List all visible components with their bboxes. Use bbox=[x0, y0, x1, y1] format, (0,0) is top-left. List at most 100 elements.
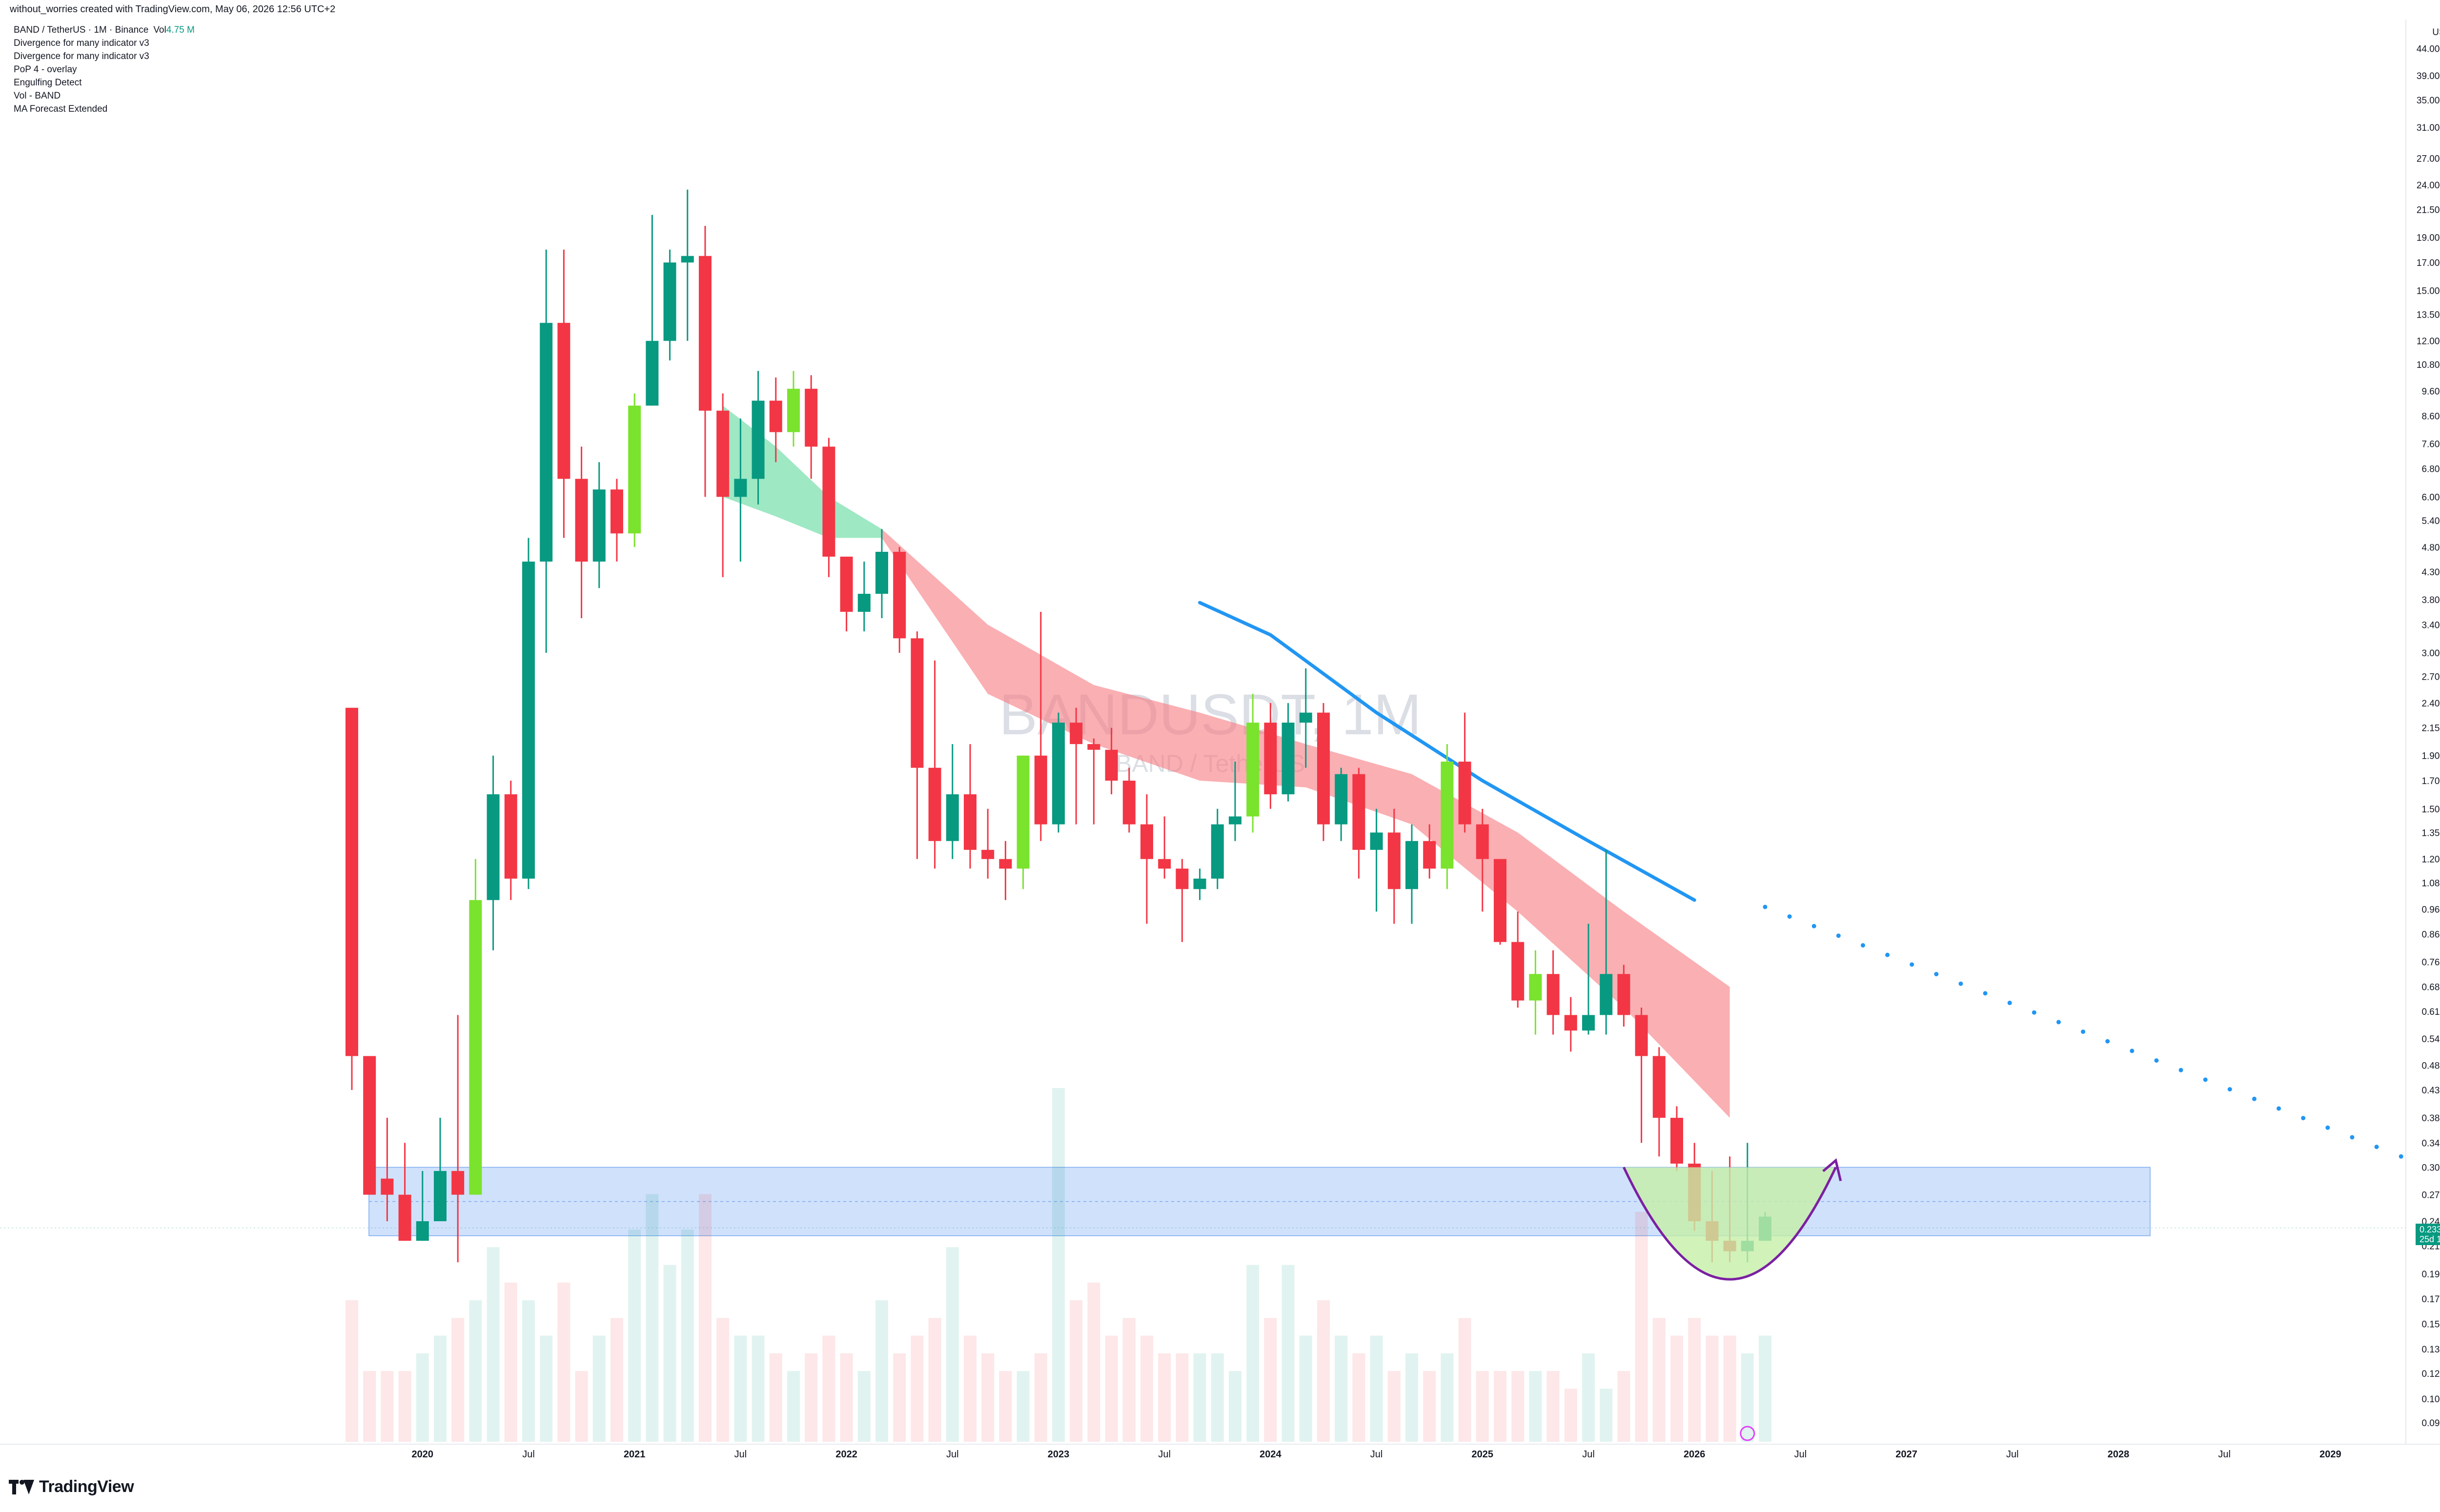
ma-band-bullish bbox=[723, 405, 882, 538]
tradingview-brand: TradingView bbox=[39, 1477, 134, 1496]
candle-body bbox=[1582, 1015, 1595, 1031]
candle-body bbox=[1087, 744, 1100, 750]
candle bbox=[999, 841, 1012, 900]
candle-body bbox=[1652, 1056, 1666, 1118]
volume-bar bbox=[1246, 1265, 1260, 1442]
price-tick-label: 1.900 bbox=[2421, 751, 2440, 762]
ma-projection-dot bbox=[1885, 952, 1890, 957]
volume-bar bbox=[628, 1230, 641, 1442]
price-scale-unit[interactable]: USDT bbox=[2432, 27, 2440, 38]
candle bbox=[575, 446, 588, 618]
candle bbox=[416, 1171, 429, 1241]
volume-bar bbox=[1706, 1335, 1719, 1442]
legend-indicator-2[interactable]: Divergence for many indicator v3 bbox=[14, 51, 149, 61]
volume-bar bbox=[1034, 1353, 1047, 1442]
candle-body bbox=[752, 401, 765, 479]
price-tick-label: 0.760 bbox=[2421, 957, 2440, 968]
volume-bar bbox=[911, 1335, 924, 1442]
volume-bar bbox=[504, 1282, 517, 1442]
candle bbox=[875, 529, 888, 618]
price-tick-label: 0.122 bbox=[2421, 1369, 2440, 1379]
candle bbox=[964, 744, 976, 869]
candle-body bbox=[1529, 974, 1542, 1001]
volume-bar bbox=[1494, 1371, 1506, 1442]
legend-symbol-row[interactable]: BAND / TetherUS · 1M · Binance Vol4.75 M bbox=[14, 23, 195, 37]
candle-body bbox=[1494, 859, 1506, 942]
time-tick-label: 2026 bbox=[1684, 1449, 1706, 1460]
legend-indicator-4[interactable]: Engulfing Detect bbox=[14, 78, 82, 88]
candle-body bbox=[1140, 824, 1153, 859]
time-tick-label: 2020 bbox=[412, 1449, 434, 1460]
volume-bar bbox=[699, 1194, 712, 1442]
volume-bar bbox=[540, 1335, 553, 1442]
volume-bar bbox=[1317, 1300, 1330, 1442]
price-tick-label: 1.350 bbox=[2421, 828, 2440, 838]
volume-bar bbox=[434, 1335, 447, 1442]
volume-bar bbox=[487, 1247, 500, 1442]
volume-bar bbox=[469, 1300, 482, 1442]
price-tick-label: 1.500 bbox=[2421, 805, 2440, 815]
volume-bar bbox=[1176, 1353, 1189, 1442]
price-tick-label: 35.000 bbox=[2417, 96, 2440, 106]
candle-body bbox=[1017, 755, 1030, 869]
candle bbox=[946, 744, 959, 859]
candle-body bbox=[1546, 974, 1560, 1015]
candle-body bbox=[575, 479, 588, 562]
price-tick-label: 0.190 bbox=[2421, 1270, 2440, 1280]
price-tick-label: 0.380 bbox=[2421, 1113, 2440, 1124]
candle bbox=[1511, 911, 1525, 1008]
candle bbox=[822, 438, 835, 577]
candle bbox=[1140, 794, 1153, 924]
candle-body bbox=[964, 794, 976, 850]
candle bbox=[1405, 824, 1418, 924]
volume-bar bbox=[1387, 1371, 1401, 1442]
candle-body bbox=[1335, 774, 1348, 825]
ma-projection-dot bbox=[2178, 1068, 2183, 1072]
ma-projection-dot bbox=[2203, 1077, 2208, 1082]
candle bbox=[1335, 767, 1348, 841]
candle-body bbox=[1281, 723, 1295, 794]
candle bbox=[1617, 965, 1630, 1027]
price-tick-label: 6.000 bbox=[2421, 492, 2440, 503]
candle-body bbox=[451, 1171, 465, 1195]
candle bbox=[1529, 950, 1542, 1035]
candle bbox=[1652, 1047, 1666, 1157]
candle bbox=[1122, 767, 1136, 833]
volume-bar bbox=[1405, 1353, 1418, 1442]
candle bbox=[1158, 816, 1171, 879]
candle-body bbox=[1034, 755, 1047, 825]
candle-body bbox=[822, 446, 835, 557]
ma-projection-dot bbox=[2374, 1145, 2379, 1149]
candle bbox=[857, 562, 871, 632]
candle-body bbox=[469, 900, 482, 1195]
volume-bar bbox=[1476, 1371, 1489, 1442]
time-tick-label: Jul bbox=[1582, 1449, 1595, 1460]
candle bbox=[1582, 924, 1595, 1035]
legend-indicator-1[interactable]: Divergence for many indicator v3 bbox=[14, 38, 149, 48]
candle-body bbox=[628, 405, 641, 534]
candle bbox=[592, 462, 606, 588]
candle bbox=[1441, 744, 1454, 889]
volume-bar bbox=[1352, 1353, 1365, 1442]
candle bbox=[1211, 808, 1224, 889]
legend-vol-value: 4.75 M bbox=[166, 25, 195, 35]
price-tick-label: 0.540 bbox=[2421, 1034, 2440, 1045]
legend-indicator-6[interactable]: MA Forecast Extended bbox=[14, 104, 108, 114]
candle-body bbox=[1352, 774, 1365, 850]
legend-indicator-3[interactable]: PoP 4 - overlay bbox=[14, 64, 77, 75]
price-tick-label: 13.500 bbox=[2417, 310, 2440, 320]
tradingview-logo[interactable]: TradingView bbox=[9, 1477, 134, 1496]
candle-body bbox=[1052, 723, 1065, 825]
candle-body bbox=[487, 794, 500, 900]
time-tick-label: Jul bbox=[2218, 1449, 2231, 1460]
price-tick-label: 8.600 bbox=[2421, 411, 2440, 422]
candle bbox=[451, 1015, 465, 1263]
legend-indicator-5[interactable]: Vol - BAND bbox=[14, 91, 61, 101]
candle-body bbox=[1317, 712, 1330, 825]
ma-projection-dot bbox=[2105, 1039, 2110, 1044]
volume-bar bbox=[1122, 1318, 1136, 1442]
ma-projection-dot bbox=[2325, 1125, 2330, 1130]
candle-body bbox=[504, 794, 517, 879]
candle bbox=[1546, 950, 1560, 1035]
